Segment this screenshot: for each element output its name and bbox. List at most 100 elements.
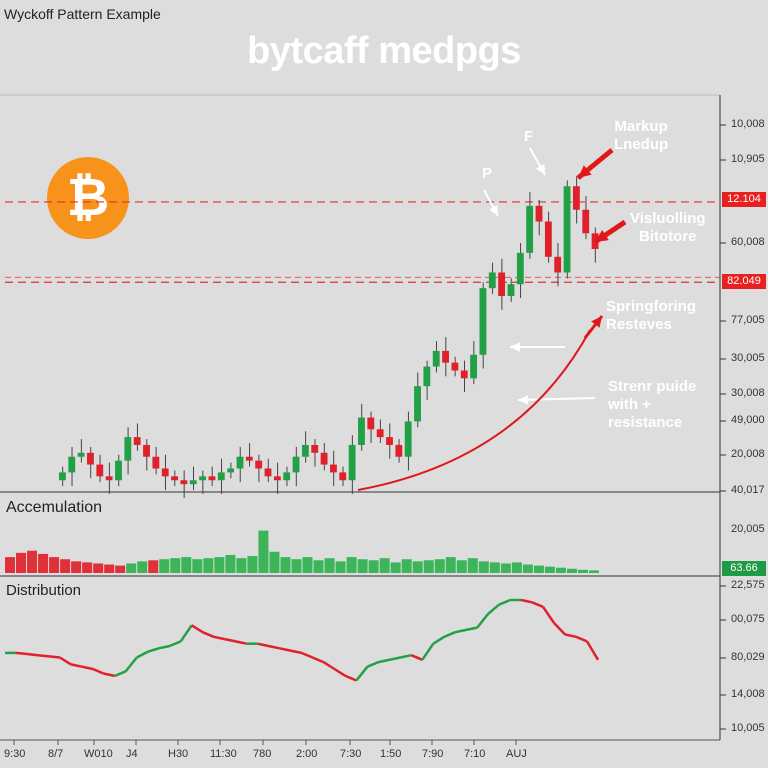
y-tick-label: 20,008	[731, 448, 765, 460]
y-tick-label: 30,005	[731, 352, 765, 364]
candle	[404, 421, 412, 457]
volume-badge: 63.66	[722, 561, 766, 576]
volume-bar	[247, 556, 258, 573]
volume-bar	[159, 559, 170, 573]
volume-bar	[357, 559, 368, 573]
volume-bar	[588, 570, 599, 573]
candle	[572, 186, 580, 210]
indicator-segment	[169, 640, 182, 648]
candle	[77, 452, 85, 457]
volume-bar	[544, 566, 555, 573]
volume-bar	[225, 554, 236, 573]
candle	[208, 476, 216, 481]
arrowhead-icon	[595, 229, 609, 242]
indicator-segment	[389, 656, 401, 662]
x-tick-label: 8/7	[48, 748, 64, 760]
volume-pane-label: Accemulation	[6, 499, 103, 516]
level-badge-upper: 12.104	[722, 192, 766, 207]
volume-bar	[258, 530, 269, 573]
candle	[563, 186, 571, 273]
candle	[199, 476, 207, 481]
candle	[143, 444, 150, 457]
indicator-segment	[311, 656, 324, 664]
indicator-segment	[59, 656, 72, 666]
x-tick-label: 780	[253, 748, 272, 760]
y-tick-label: 77,005	[731, 314, 765, 326]
trend-curve	[357, 329, 591, 491]
candle	[96, 464, 104, 477]
y-tick-label: 00,075	[731, 613, 765, 625]
volume-bar	[324, 558, 335, 573]
caption: Wyckoff Pattern Example	[4, 6, 161, 22]
candle	[311, 444, 319, 453]
volume-bar	[577, 569, 588, 573]
indicator-segment	[257, 642, 269, 648]
candle	[386, 437, 393, 445]
candle	[348, 444, 356, 481]
indicator-segment	[301, 651, 313, 659]
candle	[227, 468, 235, 473]
volume-bar	[467, 558, 478, 573]
indicator-segment	[366, 660, 379, 668]
candle	[451, 362, 459, 371]
volume-bar	[401, 559, 412, 573]
y-tick-label: 60,008	[731, 236, 765, 248]
indicator-segment	[158, 644, 170, 650]
candle	[432, 350, 440, 367]
annotation-markup: Markup Lnedup	[614, 118, 669, 153]
candle	[582, 209, 590, 234]
candle	[161, 468, 169, 477]
volume-bar	[423, 560, 434, 573]
arrowhead-icon	[518, 394, 529, 405]
volume-bar	[302, 557, 313, 573]
indicator-segment	[432, 635, 445, 645]
annotation-strenr: Strenr puide with + resistance	[608, 378, 697, 431]
candle	[526, 205, 534, 253]
indicator-segment	[443, 631, 456, 638]
indicator-segment	[520, 598, 533, 604]
indicator-segment	[585, 640, 600, 661]
candle	[301, 444, 309, 457]
candle	[330, 464, 337, 473]
y-tick-label: 20,005	[731, 523, 765, 535]
volume-bar	[82, 562, 93, 573]
indicator-segment	[147, 647, 160, 653]
volume-bar	[5, 557, 16, 573]
candle	[283, 472, 291, 481]
annotation-visualling: Visluolling Bitotore	[630, 210, 706, 245]
candle	[320, 452, 328, 465]
volume-bar	[522, 564, 533, 573]
y-tick-label: 80,029	[731, 651, 765, 663]
volume-bar	[533, 565, 544, 573]
indicator-segment	[410, 654, 423, 661]
indicator-segment	[235, 640, 247, 645]
volume-bar	[93, 563, 104, 573]
candle	[273, 476, 281, 481]
indicator-segment	[454, 628, 467, 634]
x-tick-label: H30	[168, 748, 189, 760]
indicator-segment	[498, 598, 511, 606]
y-tick-label: 22,575	[731, 579, 765, 591]
indicator-segment	[290, 649, 302, 655]
candle	[498, 272, 506, 296]
arrowhead-icon	[489, 205, 498, 216]
indicator-segment	[378, 658, 390, 664]
volume-bar	[269, 551, 280, 573]
candle	[339, 472, 347, 481]
x-tick-label: 2:00	[296, 748, 318, 760]
indicator-segment	[553, 622, 566, 636]
candle	[376, 429, 384, 438]
candle	[133, 437, 141, 445]
candle	[124, 437, 132, 461]
candle	[442, 350, 449, 363]
x-tick-label: 11:30	[210, 748, 237, 760]
volume-bar	[445, 557, 456, 573]
candle	[236, 456, 244, 469]
indicator-segment	[465, 626, 478, 632]
candle	[367, 417, 375, 430]
volume-bar	[390, 562, 401, 573]
candle	[255, 460, 263, 469]
indicator-segment	[136, 650, 149, 659]
volume-bar	[236, 558, 247, 573]
